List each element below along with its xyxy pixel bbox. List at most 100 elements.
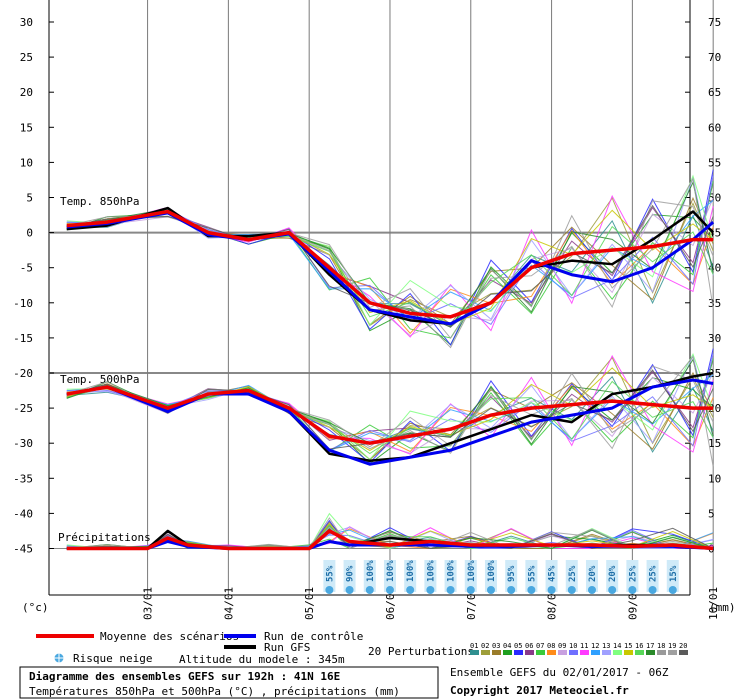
perturbation-number: 11 — [580, 642, 588, 650]
perturbation-swatch — [481, 650, 490, 655]
snowflake-icon — [486, 586, 495, 594]
precip-panel-label: Précipitations — [58, 531, 151, 544]
perturbation-swatch — [624, 650, 633, 655]
snowflake-icon — [345, 586, 354, 594]
snow-risk-label: 100% — [467, 560, 477, 582]
perturbation-number: 16 — [635, 642, 643, 650]
snow-risk-bar — [404, 560, 417, 592]
perturbation-swatch — [514, 650, 523, 655]
perturbation-swatches: 01 02 03 04 05 06 07 08 09 10 11 12 13 14 15 16 17 18 19 20 — [470, 642, 688, 655]
left-tick-label: 5 — [26, 192, 33, 205]
legend-altitude: Altitude du modele : 345m — [179, 653, 345, 666]
perturbation-number: 01 — [470, 642, 478, 650]
snow-risk-label: 45% — [548, 565, 558, 582]
t850-mean-line — [66, 209, 714, 319]
snow-risk-label: 15% — [669, 565, 679, 582]
date-tick-label: 10/01 — [707, 587, 720, 620]
perturbation-swatch — [580, 650, 589, 655]
right-tick-label: 65 — [708, 86, 721, 99]
perturbation-swatch — [470, 650, 479, 655]
snowflake-icon — [668, 586, 677, 594]
footer-copyright: Copyright 2017 Meteociel.fr — [450, 684, 629, 697]
snow-risk-bar — [444, 560, 457, 592]
perturbation-number: 08 — [547, 642, 555, 650]
right-tick-label: 35 — [708, 297, 721, 310]
snow-risk-label: 25% — [568, 565, 578, 582]
perturbation-number: 15 — [624, 642, 632, 650]
perturbation-number: 09 — [558, 642, 566, 650]
snowflake-icon — [426, 586, 435, 594]
left-tick-label: 10 — [20, 156, 33, 169]
perturbation-swatch — [536, 650, 545, 655]
perturbation-number: 18 — [657, 642, 665, 650]
snow-risk-label: 100% — [426, 560, 436, 582]
snow-risk-bar — [565, 560, 578, 592]
perturbation-swatch — [547, 650, 556, 655]
snowflake-icon — [507, 586, 516, 594]
snow-risk-bar — [424, 560, 437, 592]
snowflake-icon — [446, 586, 455, 594]
right-tick-label: 5 — [708, 507, 715, 520]
left-tick-label: -40 — [13, 507, 33, 520]
snow-risk-label: 100% — [447, 560, 457, 582]
footer-box — [19, 666, 439, 699]
snowflake-icon — [608, 586, 617, 594]
left-tick-label: 30 — [20, 16, 33, 29]
snow-risk-label: 100% — [386, 560, 396, 582]
snowflake-icon — [406, 586, 415, 594]
date-tick-label: 07/01 — [465, 587, 478, 620]
snowflake-icon — [365, 586, 374, 594]
snow-risk-label: 55% — [325, 565, 335, 582]
snow-risk-bar — [505, 560, 518, 592]
perturbation-number: 05 — [514, 642, 522, 650]
snow-risk-label: 25% — [628, 565, 638, 582]
perturbation-number: 17 — [646, 642, 654, 650]
left-tick-label: -45 — [13, 543, 33, 556]
right-tick-label: 15 — [708, 437, 721, 450]
footer-subtitle: Températures 850hPa et 500hPa (°C) , pré… — [29, 685, 400, 698]
date-tick-label: 08/01 — [546, 587, 559, 620]
left-tick-label: -15 — [13, 332, 33, 345]
right-tick-label: 75 — [708, 16, 721, 29]
snow-risk-markers: 55% 90% 100% 100% 100% 100% 100% 100% 100% 95% 55%… — [323, 560, 679, 594]
perturbation-swatch — [646, 650, 655, 655]
perturbation-swatch — [503, 650, 512, 655]
snow-risk-bar — [646, 560, 659, 592]
perturbation-line — [66, 353, 714, 451]
perturbation-number: 03 — [492, 642, 500, 650]
right-tick-label: 10 — [708, 472, 721, 485]
perturbation-swatch — [635, 650, 644, 655]
right-tick-label: 70 — [708, 51, 721, 64]
left-tick-label: -30 — [13, 437, 33, 450]
perturbation-swatch — [657, 650, 666, 655]
perturbation-swatch — [613, 650, 622, 655]
snow-risk-label: 25% — [649, 565, 659, 582]
t850-panel-label: Temp. 850hPa — [60, 195, 139, 208]
snow-risk-label: 100% — [487, 560, 497, 582]
perturbation-swatch — [668, 650, 677, 655]
right-tick-label: 60 — [708, 121, 721, 134]
snow-risk-bar — [323, 560, 336, 592]
grid-lines — [49, 0, 714, 595]
left-axis-unit: (°c) — [22, 601, 49, 614]
left-tick-label: 25 — [20, 51, 33, 64]
snowflake-icon — [527, 586, 536, 594]
snowflake-icon — [587, 586, 596, 594]
legend-snow-label: Risque neige — [73, 652, 152, 665]
snow-risk-label: 100% — [406, 560, 416, 582]
snow-risk-bar — [464, 560, 477, 592]
snow-risk-label: 100% — [366, 560, 376, 582]
snow-risk-label: 90% — [346, 565, 356, 582]
perturbation-number: 20 — [679, 642, 687, 650]
snow-risk-label: 55% — [527, 565, 537, 582]
perturbation-swatch — [525, 650, 534, 655]
snowflake-icon — [628, 586, 637, 594]
date-tick-label: 03/01 — [142, 587, 155, 620]
snowflake-icon — [567, 586, 576, 594]
perturbation-swatch — [558, 650, 567, 655]
left-tick-label: 0 — [26, 227, 33, 240]
snow-risk-bar — [525, 560, 538, 592]
legend-snow-icon — [53, 652, 65, 664]
perturbation-swatch — [591, 650, 600, 655]
